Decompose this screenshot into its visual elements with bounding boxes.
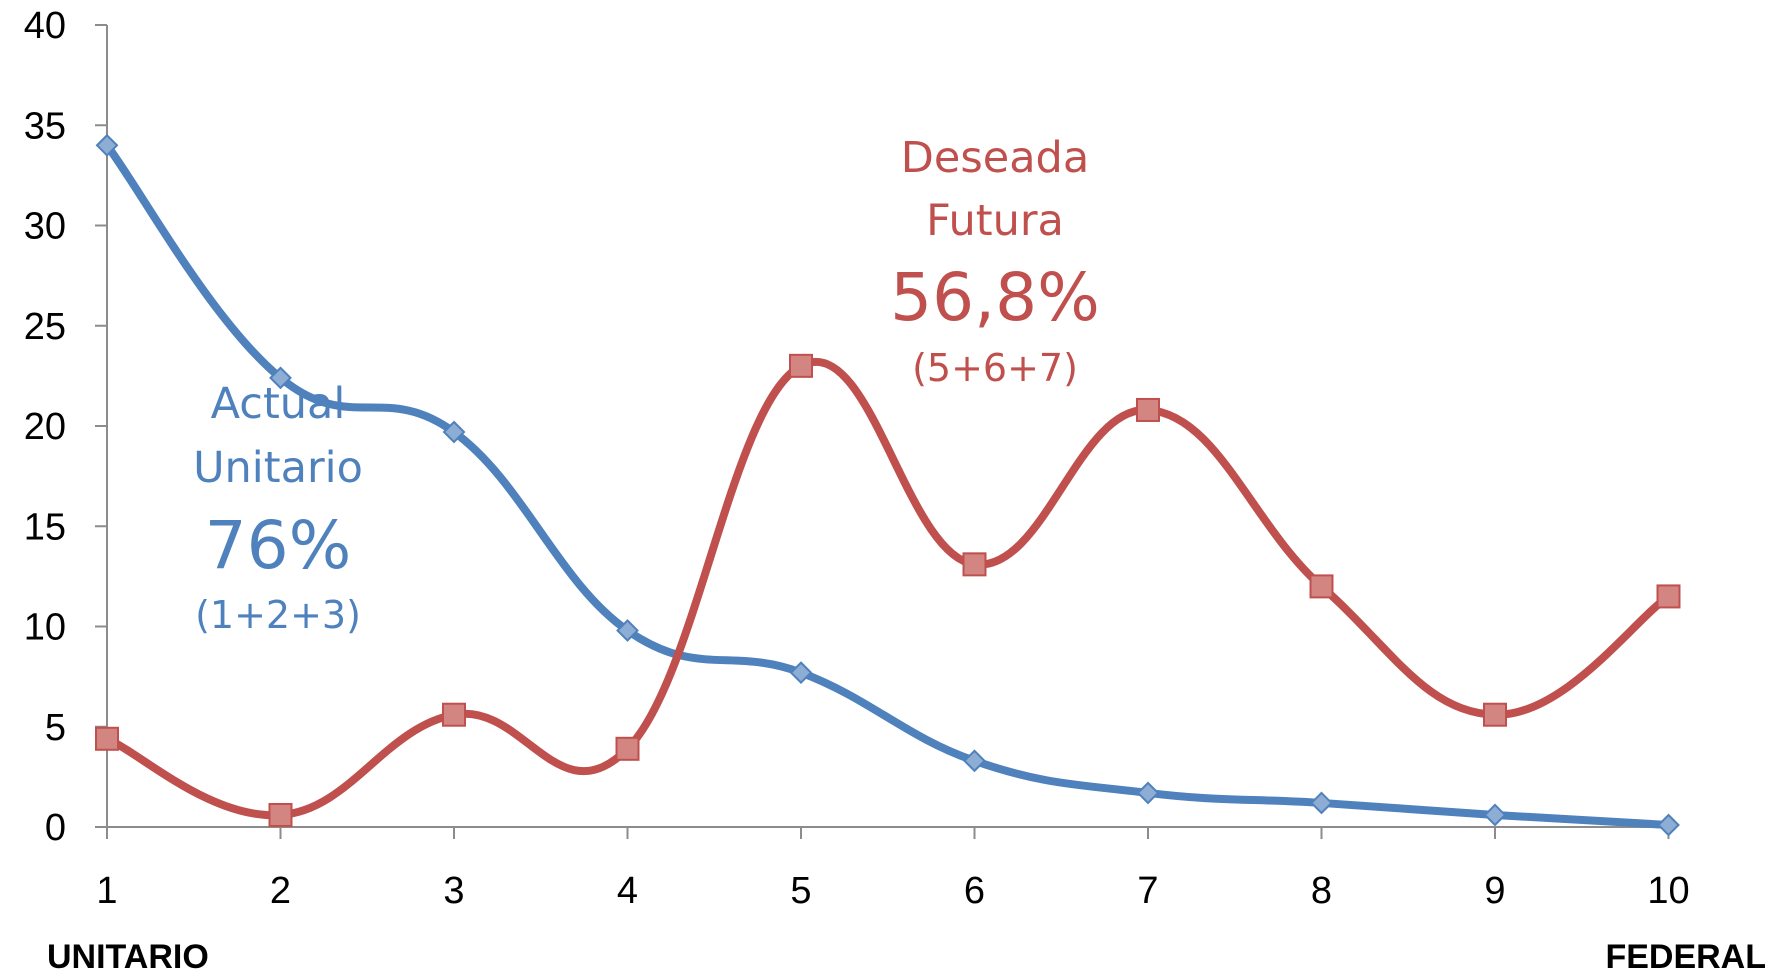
annotation-deseada-line1: Deseada <box>901 133 1089 183</box>
x-end-label-right: FEDERAL <box>1605 938 1766 975</box>
data-point-deseada <box>1656 584 1681 609</box>
y-tick-label: 5 <box>45 707 66 749</box>
data-point-deseada <box>95 726 119 751</box>
data-point-actual <box>1310 791 1333 815</box>
y-tick-label: 35 <box>24 105 66 147</box>
y-tick-label: 0 <box>45 807 66 849</box>
data-point-actual <box>1657 813 1680 837</box>
annotation-actual-line1: Actual <box>211 379 346 429</box>
x-tick-label: 3 <box>443 870 464 912</box>
x-tick-label: 7 <box>1137 870 1158 912</box>
data-point-deseada <box>1309 574 1334 599</box>
x-tick-label: 6 <box>964 870 985 912</box>
data-point-deseada <box>789 353 813 378</box>
data-point-deseada <box>1136 397 1160 422</box>
y-tick-label: 40 <box>24 5 66 47</box>
x-tick-label: 10 <box>1647 870 1689 912</box>
y-tick-label: 25 <box>24 306 66 348</box>
data-point-actual <box>95 133 119 157</box>
data-point-actual <box>269 366 292 390</box>
annotation-actual: Actual Unitario 76% (1+2+3) <box>193 379 363 637</box>
annotation-actual-pct: 76% <box>205 507 352 584</box>
data-point-actual <box>1136 781 1160 805</box>
data-point-actual <box>442 420 466 444</box>
annotation-deseada-line2: Futura <box>926 196 1064 246</box>
data-point-deseada <box>1483 702 1507 727</box>
annotation-deseada-note: (5+6+7) <box>912 346 1078 390</box>
y-tick-label: 10 <box>24 607 66 649</box>
annotation-deseada: Deseada Futura 56,8% (5+6+7) <box>890 133 1100 390</box>
series-lines <box>103 141 1673 829</box>
x-end-label-left: UNITARIO <box>47 938 209 975</box>
axes: 0 5 10 15 20 25 30 35 40 1 2 3 4 5 6 7 8 9 10 <box>24 5 1690 912</box>
y-tick-label: 30 <box>24 206 66 248</box>
data-point-deseada <box>268 802 293 827</box>
y-tick-label: 20 <box>24 406 66 448</box>
y-tick-label: 15 <box>24 506 66 548</box>
annotation-actual-line2: Unitario <box>193 443 363 493</box>
x-tick-label: 5 <box>790 870 811 912</box>
x-tick-label: 9 <box>1484 870 1505 912</box>
annotation-deseada-pct: 56,8% <box>890 259 1100 336</box>
series-line-deseada <box>103 358 1673 820</box>
x-tick-label: 1 <box>96 870 117 912</box>
x-tick-label: 8 <box>1311 870 1332 912</box>
data-point-actual <box>616 619 639 642</box>
annotation-actual-note: (1+2+3) <box>195 593 361 637</box>
x-tick-label: 4 <box>617 870 638 912</box>
x-tick-label: 2 <box>270 870 291 912</box>
data-point-deseada <box>615 736 640 761</box>
series-line-actual <box>103 141 1673 829</box>
data-point-actual <box>789 661 813 685</box>
series-markers <box>95 133 1681 837</box>
data-point-deseada <box>442 702 466 727</box>
data-point-deseada <box>962 552 987 577</box>
data-point-actual <box>1483 803 1507 827</box>
data-point-actual <box>963 749 986 773</box>
